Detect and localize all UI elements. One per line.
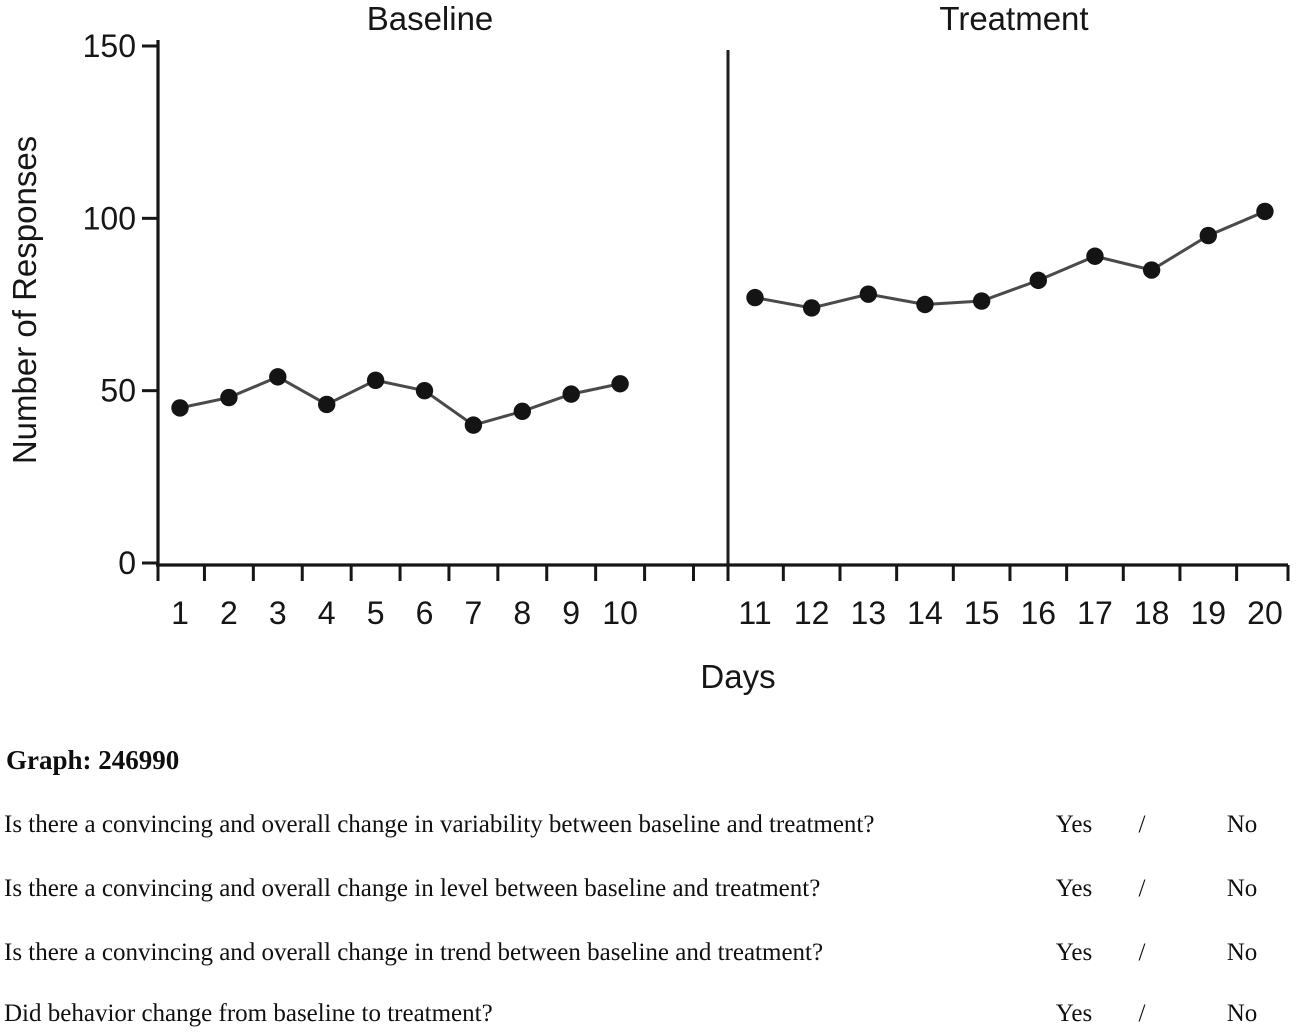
x-tick-label-day-1: 1 xyxy=(171,595,189,631)
x-tick-label-day-6: 6 xyxy=(416,595,434,631)
x-tick-label-day-19: 19 xyxy=(1190,595,1226,631)
data-point-day-7 xyxy=(464,416,483,434)
treatment-line xyxy=(754,210,1266,310)
y-axis-title: Number of Responses xyxy=(6,136,43,464)
x-tick-label-day-10: 10 xyxy=(602,595,638,631)
answer-yes[interactable]: Yes xyxy=(1055,939,1093,966)
x-tick-label-day-16: 16 xyxy=(1021,595,1057,631)
data-point-day-16 xyxy=(1029,271,1048,290)
question-text: Is there a convincing and overall change… xyxy=(4,939,824,966)
y-tick-label: 150 xyxy=(83,28,136,64)
question-text: Is there a convincing and overall change… xyxy=(4,875,821,902)
data-point-day-6 xyxy=(415,381,434,400)
x-tick-label-day-15: 15 xyxy=(964,595,1000,631)
y-tick-label: 100 xyxy=(83,200,136,236)
x-tick-label-day-8: 8 xyxy=(513,595,531,631)
answer-separator: / xyxy=(1138,875,1146,902)
data-point-day-3 xyxy=(269,368,287,386)
y-tick-labels: 0 50 100 150 xyxy=(83,28,136,581)
baseline-line xyxy=(179,375,621,427)
x-tick-label-day-7: 7 xyxy=(465,595,483,631)
x-tick-label-day-9: 9 xyxy=(562,595,580,631)
data-point-day-18 xyxy=(1142,261,1161,279)
data-point-day-12 xyxy=(802,299,821,317)
data-point-day-14 xyxy=(916,295,934,314)
treatment-phase-title: Treatment xyxy=(939,0,1088,37)
data-point-day-15 xyxy=(972,292,991,310)
axes xyxy=(156,40,1288,567)
question-row-variability: Is there a convincing and overall change… xyxy=(0,811,1299,845)
x-tick-label-day-14: 14 xyxy=(907,595,943,631)
data-point-day-20 xyxy=(1256,202,1274,221)
data-point-day-4 xyxy=(318,395,336,414)
answer-yes[interactable]: Yes xyxy=(1055,875,1093,902)
x-tick-label-day-4: 4 xyxy=(318,595,336,631)
baseline-phase-title: Baseline xyxy=(367,0,494,37)
question-row-level: Is there a convincing and overall change… xyxy=(0,875,1299,909)
answer-no[interactable]: No xyxy=(1226,1000,1258,1027)
answer-no[interactable]: No xyxy=(1226,811,1258,838)
data-point-day-11 xyxy=(746,288,764,307)
x-tick-label-day-20: 20 xyxy=(1247,595,1283,631)
answer-yes[interactable]: Yes xyxy=(1055,1000,1093,1027)
data-point-day-19 xyxy=(1199,226,1217,245)
x-tick-label-day-18: 18 xyxy=(1134,595,1170,631)
data-point-day-5 xyxy=(366,371,385,390)
answer-separator: / xyxy=(1138,1000,1146,1027)
answer-no[interactable]: No xyxy=(1226,939,1258,966)
answer-yes[interactable]: Yes xyxy=(1055,811,1093,838)
data-point-day-2 xyxy=(220,388,238,407)
data-series xyxy=(171,202,1274,434)
x-tick-label-day-2: 2 xyxy=(220,595,238,631)
graph-id-label: Graph: 246990 xyxy=(6,745,180,775)
x-tick-label-day-12: 12 xyxy=(794,595,830,631)
x-tick-label-day-5: 5 xyxy=(367,595,385,631)
question-text: Is there a convincing and overall change… xyxy=(4,811,875,838)
x-axis-title: Days xyxy=(700,658,775,695)
x-tick-label-day-3: 3 xyxy=(269,595,287,631)
y-tick-label: 0 xyxy=(118,545,136,581)
data-point-day-17 xyxy=(1086,247,1104,265)
x-tick-label-day-11: 11 xyxy=(738,595,771,631)
y-tick-label: 50 xyxy=(100,373,136,409)
axis-ticks xyxy=(142,44,1290,581)
answer-no[interactable]: No xyxy=(1226,875,1258,902)
x-tick-labels: 1 2 3 4 5 6 7 8 9 10 11 12 13 14 15 16 17 18 19 20 xyxy=(171,595,1283,631)
data-point-day-9 xyxy=(562,385,580,403)
question-row-trend: Is there a convincing and overall change… xyxy=(0,939,1299,973)
question-text: Did behavior change from baseline to tre… xyxy=(4,1000,493,1027)
data-point-day-1 xyxy=(171,399,189,417)
data-point-day-13 xyxy=(859,285,878,303)
x-tick-label-day-17: 17 xyxy=(1077,595,1113,631)
x-tick-label-day-13: 13 xyxy=(851,595,887,631)
data-point-day-8 xyxy=(513,402,531,421)
answer-separator: / xyxy=(1138,939,1146,966)
answer-separator: / xyxy=(1138,811,1146,838)
data-point-day-10 xyxy=(611,375,629,393)
question-row-behavior-change: Did behavior change from baseline to tre… xyxy=(0,1000,1299,1034)
